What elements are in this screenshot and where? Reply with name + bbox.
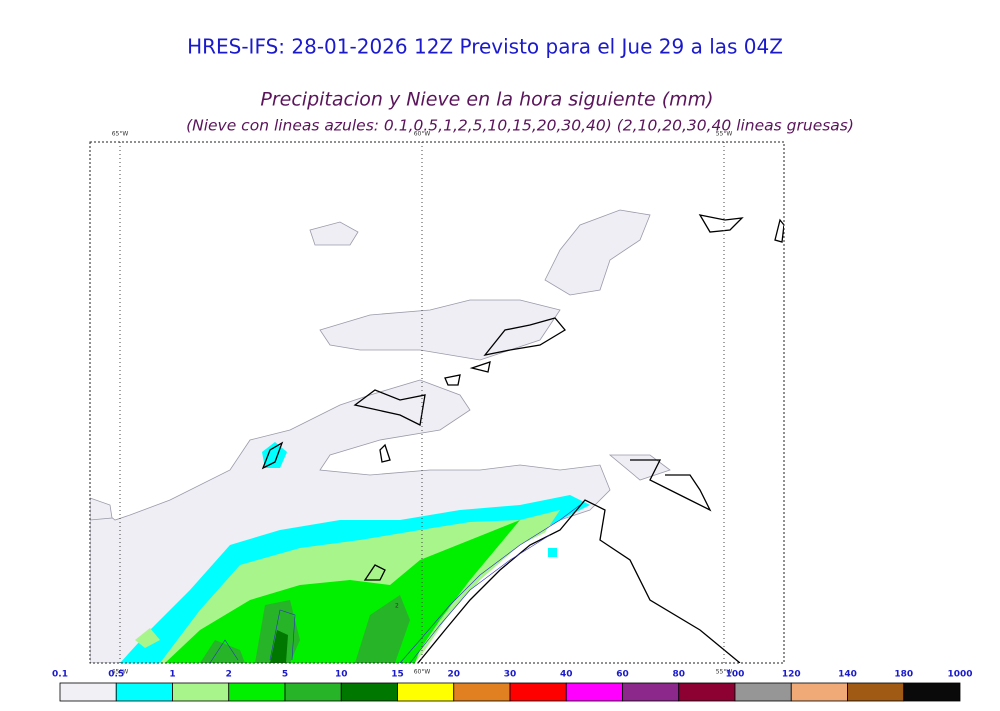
legend-label: 10 xyxy=(335,670,348,680)
legend-label: 30 xyxy=(504,670,517,680)
subtitle: Precipitacion y Nieve en la hora siguien… xyxy=(260,89,713,111)
legend-swatch xyxy=(115,682,173,702)
legend-swatch xyxy=(903,682,961,702)
legend-label: 180 xyxy=(894,670,913,680)
legend-label: 20 xyxy=(447,670,460,680)
legend-swatch xyxy=(284,682,342,702)
legend: 0.1 0.5 1 2 5 10 15 20 30 40 60 80 100 120 140 180 1000 xyxy=(52,670,973,702)
meridian-label: 55°W xyxy=(716,131,733,138)
legend-swatch xyxy=(734,682,792,702)
meridian-label: 60°W xyxy=(414,669,431,676)
title: HRES-IFS: 28-01-2026 12Z Previsto para e… xyxy=(187,35,783,59)
legend-swatch xyxy=(509,682,567,702)
legend-swatch xyxy=(172,682,230,702)
meridian-label: 65°W xyxy=(112,669,129,676)
meridian-label: 65°W xyxy=(112,131,129,138)
legend-swatch xyxy=(678,682,736,702)
legend-label: 5 xyxy=(282,670,288,680)
legend-label: 60 xyxy=(616,670,629,680)
meridian-label: 60°W xyxy=(414,131,431,138)
legend-label: 120 xyxy=(782,670,801,680)
legend-label: 2 xyxy=(226,670,232,680)
meridian-label: 55°W xyxy=(716,669,733,676)
legend-label: 80 xyxy=(672,670,685,680)
map: 2 65°W 60°W 55°W 65°W 60°W 55°W xyxy=(89,131,785,676)
legend-label: 0.1 xyxy=(52,670,68,680)
legend-label: 1 xyxy=(169,670,175,680)
legend-swatch xyxy=(453,682,511,702)
contour-label: 2 xyxy=(395,603,399,610)
legend-swatch xyxy=(397,682,455,702)
legend-swatch xyxy=(790,682,848,702)
legend-swatch xyxy=(847,682,905,702)
legend-label: 15 xyxy=(391,670,404,680)
legend-label: 1000 xyxy=(947,670,972,680)
legend-swatch xyxy=(622,682,680,702)
legend-swatch xyxy=(340,682,398,702)
legend-swatch xyxy=(59,682,117,702)
legend-swatch xyxy=(228,682,286,702)
legend-label: 140 xyxy=(838,670,857,680)
legend-label: 100 xyxy=(726,670,745,680)
legend-swatch xyxy=(565,682,623,702)
note: (Nieve con lineas azules: 0.1,0.5,1,2,5,… xyxy=(186,117,854,135)
legend-label: 0.5 xyxy=(108,670,124,680)
legend-label: 40 xyxy=(560,670,573,680)
